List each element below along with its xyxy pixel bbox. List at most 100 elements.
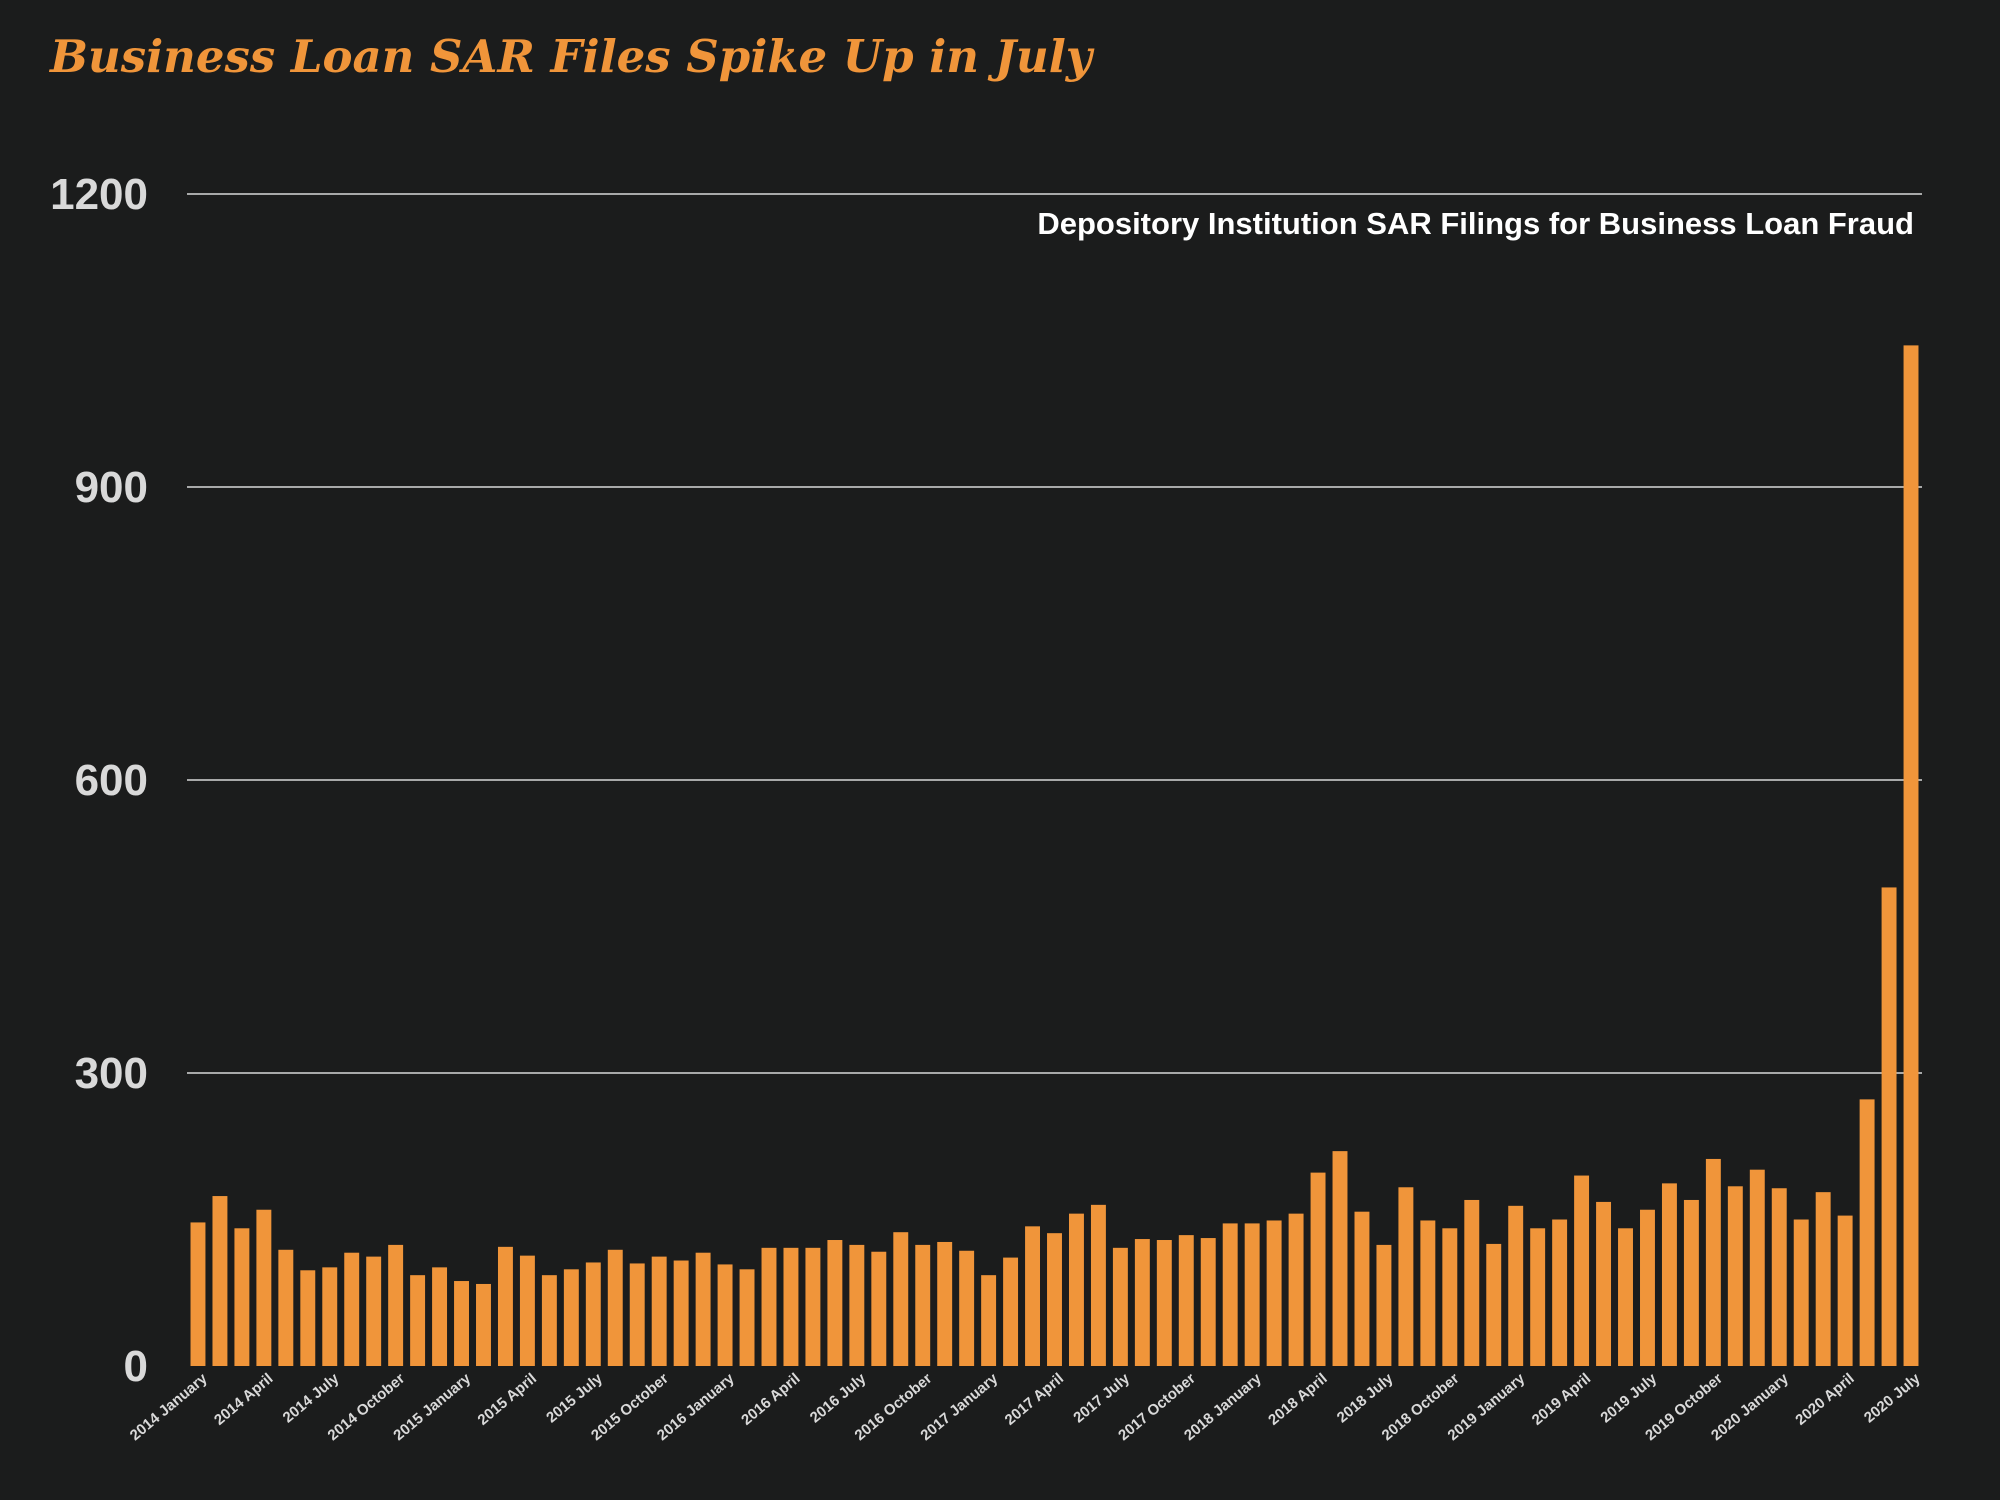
bar: 2017 August: 130	[1134, 1239, 1150, 1366]
bar: 2015 July: 106	[585, 1262, 601, 1366]
bar: 2014 April: 160	[256, 1209, 272, 1366]
bar: 2017 July: 121	[1112, 1247, 1128, 1366]
x-tick-label: 2015 July	[543, 1370, 606, 1427]
bar: 2017 February: 111	[1003, 1257, 1019, 1366]
bar: 2019 April: 195	[1574, 1175, 1590, 1366]
bar: 2018 October: 141	[1442, 1228, 1458, 1366]
bar: 2019 June: 141	[1618, 1228, 1633, 1366]
bar: 2015 April: 113	[519, 1255, 535, 1366]
bar: 2020 May: 273	[1859, 1099, 1875, 1366]
x-tick-label: 2016 April	[738, 1370, 803, 1429]
bar: 2014 August: 116	[344, 1252, 360, 1366]
bar: 2017 March: 143	[1025, 1226, 1041, 1366]
bar: 2019 December: 201	[1749, 1169, 1765, 1366]
bar: 2018 August: 183	[1398, 1187, 1414, 1366]
bar: 2016 December: 118	[959, 1250, 975, 1366]
bar: 2019 August: 187	[1661, 1183, 1677, 1366]
bar: 2014 January: 147	[190, 1222, 206, 1366]
bar: 2017 November: 131	[1200, 1238, 1216, 1366]
chart-subtitle: Depository Institution SAR Filings for B…	[1037, 206, 1914, 241]
y-tick-label: 900	[75, 463, 148, 512]
bar: 2016 April: 121	[783, 1247, 799, 1366]
bar: 2016 October: 124	[915, 1244, 931, 1366]
bar: 2014 July: 101	[322, 1267, 338, 1366]
bar: 2015 May: 93	[541, 1275, 557, 1366]
x-tick-label: 2019 April	[1529, 1370, 1594, 1429]
bar: 2019 October: 212	[1705, 1158, 1721, 1366]
x-tick-label: 2020 April	[1792, 1370, 1857, 1429]
bar: 2015 August: 119	[607, 1249, 623, 1366]
bar: 2019 March: 150	[1552, 1219, 1568, 1366]
bar: 2019 January: 164	[1508, 1205, 1524, 1366]
bar: 2019 July: 160	[1640, 1209, 1655, 1366]
y-tick-label: 1200	[50, 170, 148, 219]
bar: 2014 March: 141	[234, 1228, 250, 1366]
bar: 2020 July: 1045	[1903, 345, 1919, 1367]
bar: 2015 November: 108	[673, 1260, 689, 1366]
bar: 2020 January: 182	[1771, 1188, 1787, 1366]
bar: 2014 December: 101	[432, 1267, 448, 1366]
bar: 2017 October: 134	[1178, 1235, 1194, 1366]
bar: 2018 May: 220	[1332, 1151, 1348, 1366]
bar: 2015 September: 105	[629, 1263, 645, 1366]
bar: 2017 September: 129	[1156, 1240, 1172, 1366]
bar: 2018 June: 158	[1354, 1211, 1370, 1366]
bar: 2016 September: 137	[893, 1232, 909, 1366]
bar: 2015 December: 116	[695, 1252, 711, 1366]
bar: 2017 December: 146	[1222, 1223, 1238, 1366]
bar: 2014 September: 112	[366, 1256, 382, 1366]
bar: 2016 May: 121	[805, 1247, 821, 1366]
x-tick-label: 2018 April	[1265, 1370, 1330, 1429]
y-tick-label: 0	[124, 1342, 148, 1391]
bar: 2018 February: 149	[1266, 1220, 1282, 1366]
x-tick-label: 2019 July	[1597, 1370, 1660, 1427]
bar: 2014 November: 93	[410, 1275, 426, 1366]
bar: 2020 April: 154	[1837, 1215, 1853, 1366]
x-tick-label: 2017 April	[1002, 1370, 1067, 1429]
bar: 2015 February: 84	[476, 1283, 491, 1366]
bar: 2016 July: 124	[849, 1244, 865, 1366]
x-tick-label: 2016 July	[807, 1370, 870, 1427]
bar: 2020 March: 178	[1815, 1192, 1831, 1366]
x-tick-label: 2017 July	[1070, 1370, 1133, 1427]
bar: 2014 February: 174	[212, 1196, 228, 1366]
y-tick-label: 600	[75, 756, 148, 805]
chart-title: Business Loan SAR Files Spike Up in July	[50, 30, 1092, 83]
bar: 2017 June: 165	[1090, 1204, 1106, 1366]
bar: 2015 October: 112	[651, 1256, 667, 1366]
bar: 2016 January: 104	[717, 1264, 733, 1366]
bar: 2016 March: 121	[761, 1247, 777, 1366]
bar: 2019 November: 184	[1727, 1186, 1743, 1366]
x-tick-label: 2014 April	[211, 1370, 276, 1429]
bar: 2019 May: 168	[1596, 1201, 1612, 1366]
x-tick-label: 2015 April	[475, 1370, 540, 1429]
bar: 2014 May: 119	[278, 1249, 294, 1366]
x-tick-label: 2020 July	[1861, 1370, 1924, 1427]
x-tick-label: 2018 July	[1334, 1370, 1397, 1427]
bar: 2018 July: 124	[1376, 1244, 1392, 1366]
bar: 2016 June: 129	[827, 1240, 843, 1366]
bar: 2018 March: 156	[1288, 1213, 1304, 1366]
bar: 2015 March: 122	[497, 1246, 513, 1366]
bar: 2017 January: 93	[981, 1275, 997, 1366]
bar: 2017 May: 156	[1068, 1213, 1084, 1366]
bar: 2018 September: 149	[1420, 1220, 1436, 1366]
bar: 2018 April: 198	[1310, 1172, 1326, 1366]
y-tick-label: 300	[75, 1049, 148, 1098]
bar: 2016 August: 117	[871, 1251, 887, 1366]
bar: 2020 June: 490	[1881, 887, 1897, 1366]
bar: 2017 April: 136	[1047, 1233, 1062, 1366]
bar: 2018 January: 146	[1244, 1223, 1260, 1366]
x-tick-label: 2014 July	[280, 1370, 343, 1427]
bar: 2016 February: 99	[739, 1269, 755, 1366]
bar: 2014 October: 124	[388, 1244, 404, 1366]
bar: 2018 December: 125	[1486, 1243, 1502, 1366]
bar: 2016 November: 127	[937, 1241, 953, 1366]
bar: 2019 February: 141	[1530, 1228, 1546, 1366]
bar: 2020 February: 150	[1793, 1219, 1809, 1366]
bar: 2018 November: 170	[1464, 1199, 1480, 1366]
bar: 2015 June: 99	[563, 1269, 579, 1366]
bar: 2014 June: 98	[300, 1270, 316, 1366]
